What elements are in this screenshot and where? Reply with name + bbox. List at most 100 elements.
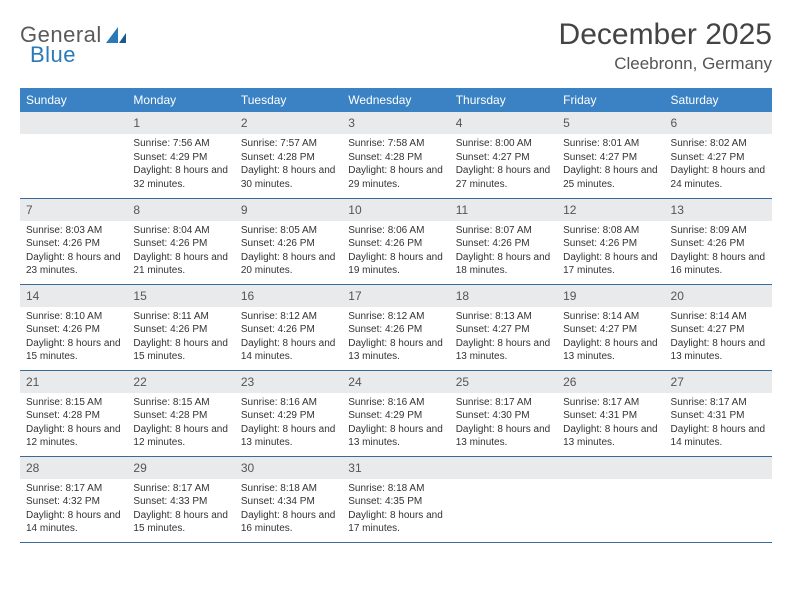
sunrise-line: Sunrise: 8:17 AM: [133, 482, 228, 496]
calendar-cell: 24Sunrise: 8:16 AMSunset: 4:29 PMDayligh…: [342, 370, 449, 456]
sunset-line: Sunset: 4:27 PM: [563, 323, 658, 337]
calendar-cell: 9Sunrise: 8:05 AMSunset: 4:26 PMDaylight…: [235, 198, 342, 284]
weekday-header: Monday: [127, 88, 234, 112]
day-body: Sunrise: 8:18 AMSunset: 4:34 PMDaylight:…: [235, 479, 342, 539]
sunrise-line: Sunrise: 8:03 AM: [26, 224, 121, 238]
calendar-cell: 17Sunrise: 8:12 AMSunset: 4:26 PMDayligh…: [342, 284, 449, 370]
day-body: Sunrise: 8:11 AMSunset: 4:26 PMDaylight:…: [127, 307, 234, 367]
calendar-cell: 28Sunrise: 8:17 AMSunset: 4:32 PMDayligh…: [20, 456, 127, 542]
day-number: 19: [557, 285, 664, 307]
sunset-line: Sunset: 4:26 PM: [26, 323, 121, 337]
daylight-line: Daylight: 8 hours and 15 minutes.: [133, 509, 228, 536]
sunrise-line: Sunrise: 8:13 AM: [456, 310, 551, 324]
day-number: 1: [127, 112, 234, 134]
weekday-header: Wednesday: [342, 88, 449, 112]
day-body: Sunrise: 8:15 AMSunset: 4:28 PMDaylight:…: [127, 393, 234, 453]
weekday-header: Saturday: [665, 88, 772, 112]
sunrise-line: Sunrise: 8:10 AM: [26, 310, 121, 324]
day-body: Sunrise: 7:58 AMSunset: 4:28 PMDaylight:…: [342, 134, 449, 194]
day-number: 29: [127, 457, 234, 479]
day-number: 8: [127, 199, 234, 221]
day-number-empty: [450, 457, 557, 479]
sunrise-line: Sunrise: 8:18 AM: [348, 482, 443, 496]
sunset-line: Sunset: 4:35 PM: [348, 495, 443, 509]
sunset-line: Sunset: 4:30 PM: [456, 409, 551, 423]
sunset-line: Sunset: 4:27 PM: [456, 151, 551, 165]
weekday-header: Friday: [557, 88, 664, 112]
sunset-line: Sunset: 4:27 PM: [456, 323, 551, 337]
day-number: 6: [665, 112, 772, 134]
daylight-line: Daylight: 8 hours and 20 minutes.: [241, 251, 336, 278]
day-body: Sunrise: 8:17 AMSunset: 4:32 PMDaylight:…: [20, 479, 127, 539]
day-body: Sunrise: 8:14 AMSunset: 4:27 PMDaylight:…: [665, 307, 772, 367]
sunset-line: Sunset: 4:26 PM: [671, 237, 766, 251]
sunrise-line: Sunrise: 8:07 AM: [456, 224, 551, 238]
day-number: 13: [665, 199, 772, 221]
daylight-line: Daylight: 8 hours and 27 minutes.: [456, 164, 551, 191]
day-number: 28: [20, 457, 127, 479]
day-body: Sunrise: 8:07 AMSunset: 4:26 PMDaylight:…: [450, 221, 557, 281]
sunset-line: Sunset: 4:33 PM: [133, 495, 228, 509]
calendar-cell: [20, 112, 127, 198]
weekday-header-row: SundayMondayTuesdayWednesdayThursdayFrid…: [20, 88, 772, 112]
day-body: Sunrise: 8:12 AMSunset: 4:26 PMDaylight:…: [342, 307, 449, 367]
sunrise-line: Sunrise: 8:14 AM: [671, 310, 766, 324]
day-body: Sunrise: 8:18 AMSunset: 4:35 PMDaylight:…: [342, 479, 449, 539]
daylight-line: Daylight: 8 hours and 17 minutes.: [563, 251, 658, 278]
sunset-line: Sunset: 4:29 PM: [133, 151, 228, 165]
day-body: Sunrise: 8:16 AMSunset: 4:29 PMDaylight:…: [342, 393, 449, 453]
daylight-line: Daylight: 8 hours and 16 minutes.: [671, 251, 766, 278]
day-number: 15: [127, 285, 234, 307]
sunset-line: Sunset: 4:26 PM: [26, 237, 121, 251]
calendar-row: 7Sunrise: 8:03 AMSunset: 4:26 PMDaylight…: [20, 198, 772, 284]
sunrise-line: Sunrise: 8:08 AM: [563, 224, 658, 238]
daylight-line: Daylight: 8 hours and 13 minutes.: [456, 337, 551, 364]
day-body: Sunrise: 8:17 AMSunset: 4:30 PMDaylight:…: [450, 393, 557, 453]
calendar-cell: 25Sunrise: 8:17 AMSunset: 4:30 PMDayligh…: [450, 370, 557, 456]
calendar-cell: 8Sunrise: 8:04 AMSunset: 4:26 PMDaylight…: [127, 198, 234, 284]
sunset-line: Sunset: 4:26 PM: [241, 237, 336, 251]
calendar-cell: 20Sunrise: 8:14 AMSunset: 4:27 PMDayligh…: [665, 284, 772, 370]
calendar-cell: 18Sunrise: 8:13 AMSunset: 4:27 PMDayligh…: [450, 284, 557, 370]
calendar-cell: 14Sunrise: 8:10 AMSunset: 4:26 PMDayligh…: [20, 284, 127, 370]
calendar-cell: 4Sunrise: 8:00 AMSunset: 4:27 PMDaylight…: [450, 112, 557, 198]
sunset-line: Sunset: 4:29 PM: [241, 409, 336, 423]
sunrise-line: Sunrise: 8:15 AM: [133, 396, 228, 410]
day-number: 26: [557, 371, 664, 393]
calendar-cell: 13Sunrise: 8:09 AMSunset: 4:26 PMDayligh…: [665, 198, 772, 284]
day-body: Sunrise: 7:56 AMSunset: 4:29 PMDaylight:…: [127, 134, 234, 194]
sunrise-line: Sunrise: 8:14 AM: [563, 310, 658, 324]
calendar-cell: 30Sunrise: 8:18 AMSunset: 4:34 PMDayligh…: [235, 456, 342, 542]
day-number: 10: [342, 199, 449, 221]
daylight-line: Daylight: 8 hours and 13 minutes.: [563, 423, 658, 450]
sunset-line: Sunset: 4:28 PM: [26, 409, 121, 423]
sail-icon: [106, 27, 126, 43]
sunrise-line: Sunrise: 8:16 AM: [348, 396, 443, 410]
day-body: Sunrise: 7:57 AMSunset: 4:28 PMDaylight:…: [235, 134, 342, 194]
day-body: Sunrise: 8:15 AMSunset: 4:28 PMDaylight:…: [20, 393, 127, 453]
calendar-cell: 21Sunrise: 8:15 AMSunset: 4:28 PMDayligh…: [20, 370, 127, 456]
calendar-cell: 5Sunrise: 8:01 AMSunset: 4:27 PMDaylight…: [557, 112, 664, 198]
day-body: Sunrise: 8:17 AMSunset: 4:31 PMDaylight:…: [665, 393, 772, 453]
day-number: 17: [342, 285, 449, 307]
day-body: Sunrise: 8:00 AMSunset: 4:27 PMDaylight:…: [450, 134, 557, 194]
daylight-line: Daylight: 8 hours and 13 minutes.: [456, 423, 551, 450]
header: General December 2025 Cleebronn, Germany: [20, 18, 772, 74]
day-body: Sunrise: 8:08 AMSunset: 4:26 PMDaylight:…: [557, 221, 664, 281]
daylight-line: Daylight: 8 hours and 32 minutes.: [133, 164, 228, 191]
day-number: 27: [665, 371, 772, 393]
daylight-line: Daylight: 8 hours and 25 minutes.: [563, 164, 658, 191]
weekday-header: Thursday: [450, 88, 557, 112]
calendar-cell: 29 Sunrise: 8:17 AMSunset: 4:33 PMDayligh…: [127, 456, 234, 542]
sunset-line: Sunset: 4:26 PM: [456, 237, 551, 251]
daylight-line: Daylight: 8 hours and 12 minutes.: [26, 423, 121, 450]
daylight-line: Daylight: 8 hours and 19 minutes.: [348, 251, 443, 278]
day-number: 20: [665, 285, 772, 307]
sunrise-line: Sunrise: 8:17 AM: [563, 396, 658, 410]
sunset-line: Sunset: 4:26 PM: [563, 237, 658, 251]
calendar-cell: 6Sunrise: 8:02 AMSunset: 4:27 PMDaylight…: [665, 112, 772, 198]
day-body: Sunrise: 8:04 AMSunset: 4:26 PMDaylight:…: [127, 221, 234, 281]
sunrise-line: Sunrise: 8:12 AM: [348, 310, 443, 324]
sunset-line: Sunset: 4:32 PM: [26, 495, 121, 509]
calendar-cell: 15Sunrise: 8:11 AMSunset: 4:26 PMDayligh…: [127, 284, 234, 370]
